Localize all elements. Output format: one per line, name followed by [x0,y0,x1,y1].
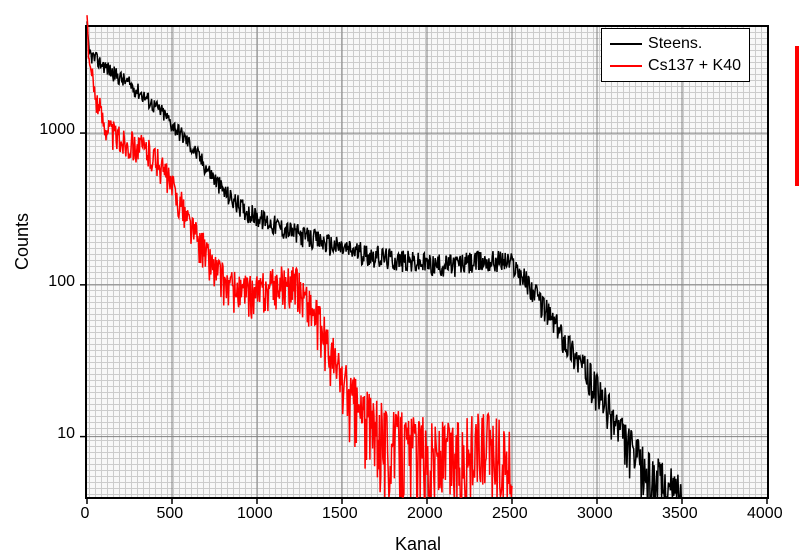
x-axis-label: Kanal [395,534,441,555]
series-Cs137 + K40 [87,15,512,497]
plot-area [85,25,769,499]
y-axis-label: Counts [12,213,33,270]
legend-line-1 [610,65,642,67]
legend-line-0 [610,43,642,45]
legend: Steens. Cs137 + K40 [601,28,750,82]
right-marker [795,46,799,186]
x-tick-label: 1500 [322,505,358,523]
chart-container: Counts Kanal 0 500 1000 1500 2000 2500 3000 350… [0,0,800,559]
x-tick-label: 2000 [407,505,443,523]
x-tick-label: 4000 [747,505,783,523]
x-tick-label: 2500 [492,505,528,523]
legend-label-0: Steens. [648,35,702,53]
legend-label-1: Cs137 + K40 [648,57,741,75]
y-tick-label: 100 [48,273,75,291]
x-tick-label: 500 [157,505,184,523]
x-tick-label: 3000 [577,505,613,523]
x-tick-label: 3500 [662,505,698,523]
x-tick-label: 0 [81,505,90,523]
y-tick-label: 10 [57,425,75,443]
x-tick-label: 1000 [237,505,273,523]
legend-item-1: Cs137 + K40 [610,55,741,77]
legend-item-0: Steens. [610,33,741,55]
y-tick-label: 1000 [39,121,75,139]
plot-svg [87,27,767,497]
